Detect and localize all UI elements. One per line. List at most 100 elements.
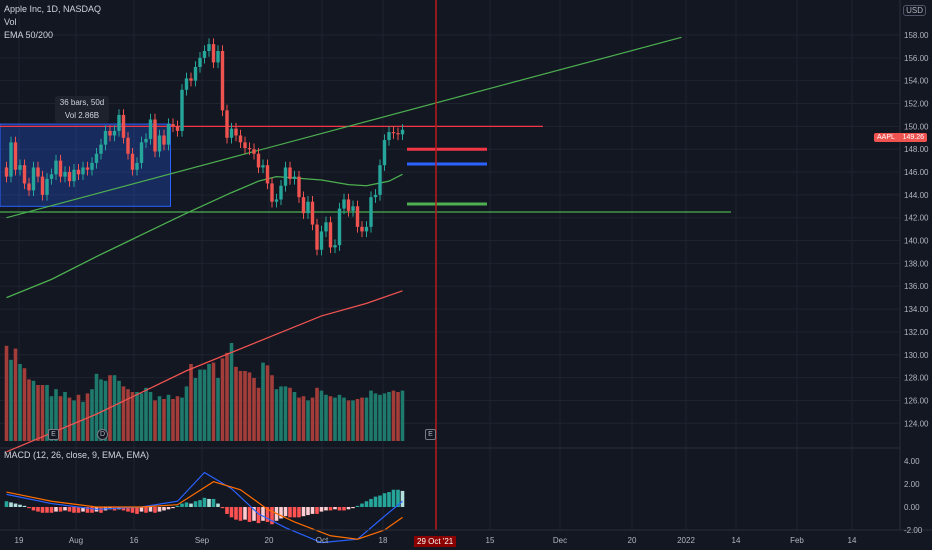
price-tick-label: 154.00: [904, 77, 929, 86]
macd-histogram-bar: [36, 507, 40, 512]
price-tick-label: 126.00: [904, 396, 929, 405]
volume-bar: [31, 380, 36, 441]
volume-bar: [76, 394, 81, 441]
macd-histogram-bar: [387, 492, 391, 507]
time-tick-label: Feb: [790, 536, 804, 545]
macd-histogram-bar: [378, 495, 382, 507]
volume-bar: [234, 366, 238, 441]
macd-histogram-bar: [369, 498, 373, 507]
candle: [364, 226, 369, 232]
candle: [4, 167, 9, 177]
volume-bar: [139, 393, 144, 441]
macd-histogram-bar: [121, 507, 126, 511]
macd-histogram-bar: [342, 507, 346, 511]
currency-button[interactable]: USD: [903, 5, 926, 16]
signal-line: [6, 481, 403, 540]
candle: [108, 130, 112, 136]
macd-histogram-bar: [40, 507, 45, 513]
macd-histogram-bar: [351, 507, 355, 509]
candle: [171, 124, 175, 127]
macd-histogram-bar: [238, 507, 243, 521]
candle: [342, 199, 346, 209]
candle: [234, 128, 238, 136]
candle: [148, 119, 153, 139]
macd-histogram-bar: [234, 507, 238, 520]
candle: [243, 142, 247, 149]
macd-histogram-bar: [180, 503, 184, 507]
earnings-upcoming-icon[interactable]: E: [425, 429, 436, 440]
macd-label[interactable]: MACD (12, 26, close, 9, EMA, EMA): [4, 450, 150, 460]
candle: [175, 126, 180, 131]
volume-bar: [297, 397, 301, 441]
volume-bar: [396, 392, 400, 441]
volume-bar: [202, 369, 207, 441]
candle: [229, 128, 234, 138]
range-tooltip: 36 bars, 50d Vol 2.86B: [55, 96, 109, 123]
macd-histogram-bar: [9, 502, 13, 507]
price-tag-symbol: AAPL: [877, 134, 895, 141]
volume-bar: [292, 392, 297, 441]
volume-bar: [229, 343, 234, 441]
candle: [247, 148, 252, 150]
candle: [351, 206, 355, 211]
ema-label[interactable]: EMA 50/200: [4, 30, 54, 40]
range-box-rect: [0, 123, 171, 207]
volume-bar: [112, 375, 117, 441]
range-box: [0, 123, 171, 207]
volume-bar: [72, 400, 76, 441]
volume-bar: [175, 396, 180, 441]
time-tick-label: Oct: [316, 536, 329, 545]
macd-histogram-bar: [144, 507, 148, 513]
macd-tick-label: -2.00: [904, 526, 923, 535]
volume-bar: [99, 379, 103, 441]
earnings-icon[interactable]: E: [48, 429, 59, 440]
time-tick-label: 14: [732, 536, 741, 545]
symbol-label[interactable]: Apple Inc, 1D, NASDAQ: [4, 4, 102, 14]
volume-bar: [400, 390, 405, 441]
volume-bar: [360, 397, 364, 441]
macd-histogram-bar: [306, 507, 310, 516]
volume-label[interactable]: Vol: [4, 17, 17, 27]
price-tick-label: 144.00: [904, 191, 929, 200]
macd-histogram-bar: [346, 507, 351, 510]
dividend-icon[interactable]: D: [97, 429, 108, 440]
candle: [180, 89, 184, 131]
price-tick-label: 140.00: [904, 237, 929, 246]
volume-bar: [382, 393, 387, 441]
time-tick-label: 19: [15, 536, 24, 545]
macd-histogram-bar: [4, 501, 9, 507]
volume-bar: [40, 385, 45, 441]
candle: [27, 183, 31, 191]
candle: [297, 176, 301, 198]
macd-histogram-bar: [297, 507, 301, 518]
candle: [283, 167, 288, 186]
volume-bar: [247, 372, 252, 441]
drawing-lines: [0, 0, 731, 530]
volume-bar: [261, 362, 265, 441]
candle: [13, 142, 18, 170]
volume-bar: [184, 386, 189, 441]
candle: [58, 160, 63, 177]
volume-bar: [207, 364, 211, 441]
macd-histogram-bar: [229, 507, 234, 518]
volume-bar: [18, 364, 22, 441]
volume-bar: [148, 392, 153, 441]
candle: [18, 165, 22, 170]
ema200-line: [6, 290, 403, 453]
macd-histogram-bar: [355, 505, 360, 507]
macd-histogram-bar: [166, 507, 171, 510]
candle: [279, 185, 283, 200]
volume-bar: [315, 387, 319, 441]
candle: [400, 129, 405, 135]
candle: [54, 160, 58, 175]
macd-histogram-bar: [90, 507, 94, 513]
price-tick-label: 136.00: [904, 282, 929, 291]
price-tick-label: 148.00: [904, 145, 929, 154]
candle: [99, 144, 103, 154]
macd-histogram-bar: [283, 507, 288, 517]
grid: [0, 0, 900, 530]
macd-histogram-bar: [288, 507, 292, 518]
volume-bar: [4, 345, 9, 441]
macd-histogram-bar: [324, 507, 328, 511]
